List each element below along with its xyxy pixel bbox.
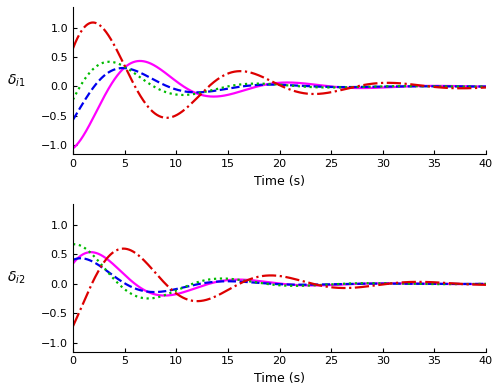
X-axis label: Time (s): Time (s) <box>254 175 305 188</box>
X-axis label: Time (s): Time (s) <box>254 372 305 385</box>
Y-axis label: $\delta_{i2}$: $\delta_{i2}$ <box>7 270 26 286</box>
Y-axis label: $\delta_{i1}$: $\delta_{i1}$ <box>7 73 26 89</box>
